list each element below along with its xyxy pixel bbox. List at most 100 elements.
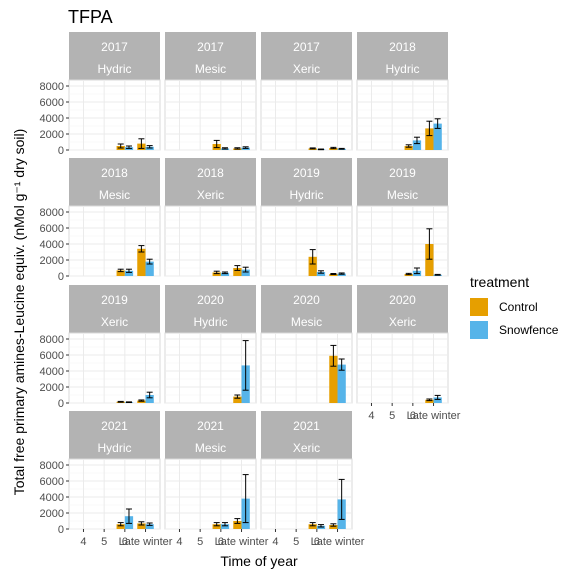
- facet-label-year: 2021: [293, 419, 320, 433]
- bar-snowfence: [220, 524, 230, 529]
- facet-strip: [261, 411, 352, 459]
- bar-control: [425, 244, 434, 276]
- x-tick-label: 5: [101, 536, 107, 548]
- panel-2019-mesic: 2019 Mesic: [356, 158, 449, 277]
- bar-control: [212, 524, 221, 529]
- plot-area: [356, 205, 449, 277]
- x-tick-label: 6: [218, 536, 224, 548]
- x-tick-label: 5: [293, 536, 299, 548]
- y-tick-label: 6000: [40, 97, 64, 109]
- panel-2018-mesic: 2018 Mesic 0 2000 4000 6000 8000: [40, 158, 161, 283]
- plot-area: [68, 332, 161, 404]
- x-tick-label: 4: [80, 536, 86, 548]
- facet-strip: [69, 32, 160, 80]
- y-tick-label: 0: [58, 524, 64, 536]
- bar-snowfence: [220, 272, 230, 276]
- x-tick-label: 4: [176, 536, 182, 548]
- legend: treatment Control Snowfence: [470, 274, 559, 339]
- facet-strip: [357, 158, 448, 206]
- facet-label-site: Xeric: [197, 188, 224, 202]
- facet-label-year: 2019: [389, 166, 416, 180]
- y-tick-label: 6000: [40, 350, 64, 362]
- bar-control: [233, 521, 242, 529]
- facet-label-site: Mesic: [195, 441, 226, 455]
- bar-snowfence: [145, 395, 154, 403]
- facet-label-year: 2018: [197, 166, 224, 180]
- panel-2018-hydric: 2018 Hydric: [356, 32, 449, 151]
- facet-label-site: Hydric: [289, 188, 323, 202]
- x-tick-label: Late winter: [311, 536, 365, 548]
- plot-area: [356, 332, 449, 404]
- plot-area: [164, 458, 257, 530]
- y-tick-label: 2000: [40, 255, 64, 267]
- bar-snowfence: [337, 364, 346, 403]
- facet-strip: [357, 285, 448, 333]
- x-tick-label: 6: [410, 410, 416, 422]
- y-tick-label: 0: [58, 271, 64, 283]
- legend-swatch-control: [470, 298, 488, 316]
- facet-label-site: Xeric: [389, 315, 416, 329]
- plot-area: [68, 458, 161, 530]
- facet-strip: [69, 158, 160, 206]
- y-tick-label: 8000: [40, 81, 64, 93]
- x-tick-label: Late winter: [407, 410, 461, 422]
- facet-label-year: 2020: [389, 293, 416, 307]
- bar-control: [308, 256, 317, 276]
- y-tick-label: 6000: [40, 223, 64, 235]
- panel-2018-xeric: 2018 Xeric: [164, 158, 257, 277]
- plot-area: [164, 79, 257, 151]
- y-tick-label: 2000: [40, 129, 64, 141]
- bar-control: [329, 355, 338, 403]
- bar-snowfence: [145, 524, 154, 529]
- y-tick-label: 8000: [40, 207, 64, 219]
- bar-control: [212, 272, 221, 276]
- facet-label-year: 2020: [293, 293, 320, 307]
- facet-label-site: Mesic: [291, 315, 322, 329]
- bar-control: [308, 524, 317, 529]
- facet-label-site: Xeric: [101, 315, 128, 329]
- facet-label-year: 2018: [389, 40, 416, 54]
- panel-2020-mesic: 2020 Mesic: [260, 285, 353, 404]
- facet-label-year: 2017: [197, 40, 224, 54]
- bar-snowfence: [145, 261, 154, 276]
- panel-2019-hydric: 2019 Hydric: [260, 158, 353, 277]
- x-tick-label: 5: [389, 410, 395, 422]
- bar-control: [329, 525, 338, 529]
- legend-label-snowfence: Snowfence: [499, 323, 559, 337]
- bar-snowfence: [316, 272, 326, 276]
- facet-label-site: Hydric: [97, 441, 131, 455]
- facet-label-year: 2021: [101, 419, 128, 433]
- y-axis-title: Total free primary amines-Leucine equiv.…: [11, 129, 27, 496]
- bar-snowfence: [241, 269, 250, 276]
- facet-strip: [165, 411, 256, 459]
- panel-2019-xeric: 2019 Xeric 0 2000 4000 6000 8000: [40, 285, 161, 410]
- plot-area: [260, 79, 353, 151]
- facet-label-site: Xeric: [293, 62, 320, 76]
- facet-strip: [261, 158, 352, 206]
- facet-label-site: Hydric: [97, 62, 131, 76]
- x-tick-label: Late winter: [215, 536, 269, 548]
- x-axis-title: Time of year: [220, 553, 298, 569]
- y-tick-label: 4000: [40, 492, 64, 504]
- legend-title: treatment: [470, 274, 529, 290]
- x-tick-label: 6: [314, 536, 320, 548]
- facet-label-year: 2019: [101, 293, 128, 307]
- bar-control: [137, 400, 146, 403]
- facet-label-year: 2017: [101, 40, 128, 54]
- facet-strip: [165, 285, 256, 333]
- facet-label-year: 2017: [293, 40, 320, 54]
- bar-snowfence: [412, 140, 422, 150]
- bar-control: [404, 146, 413, 150]
- y-tick-label: 4000: [40, 113, 64, 125]
- bar-snowfence: [433, 397, 442, 403]
- x-tick-label: 5: [197, 536, 203, 548]
- facet-label-site: Mesic: [99, 188, 130, 202]
- bar-control: [116, 270, 125, 276]
- panel-2020-hydric: 2020 Hydric: [164, 285, 257, 404]
- legend-label-control: Control: [499, 300, 538, 314]
- facet-label-site: Mesic: [195, 62, 226, 76]
- facet-strip: [261, 32, 352, 80]
